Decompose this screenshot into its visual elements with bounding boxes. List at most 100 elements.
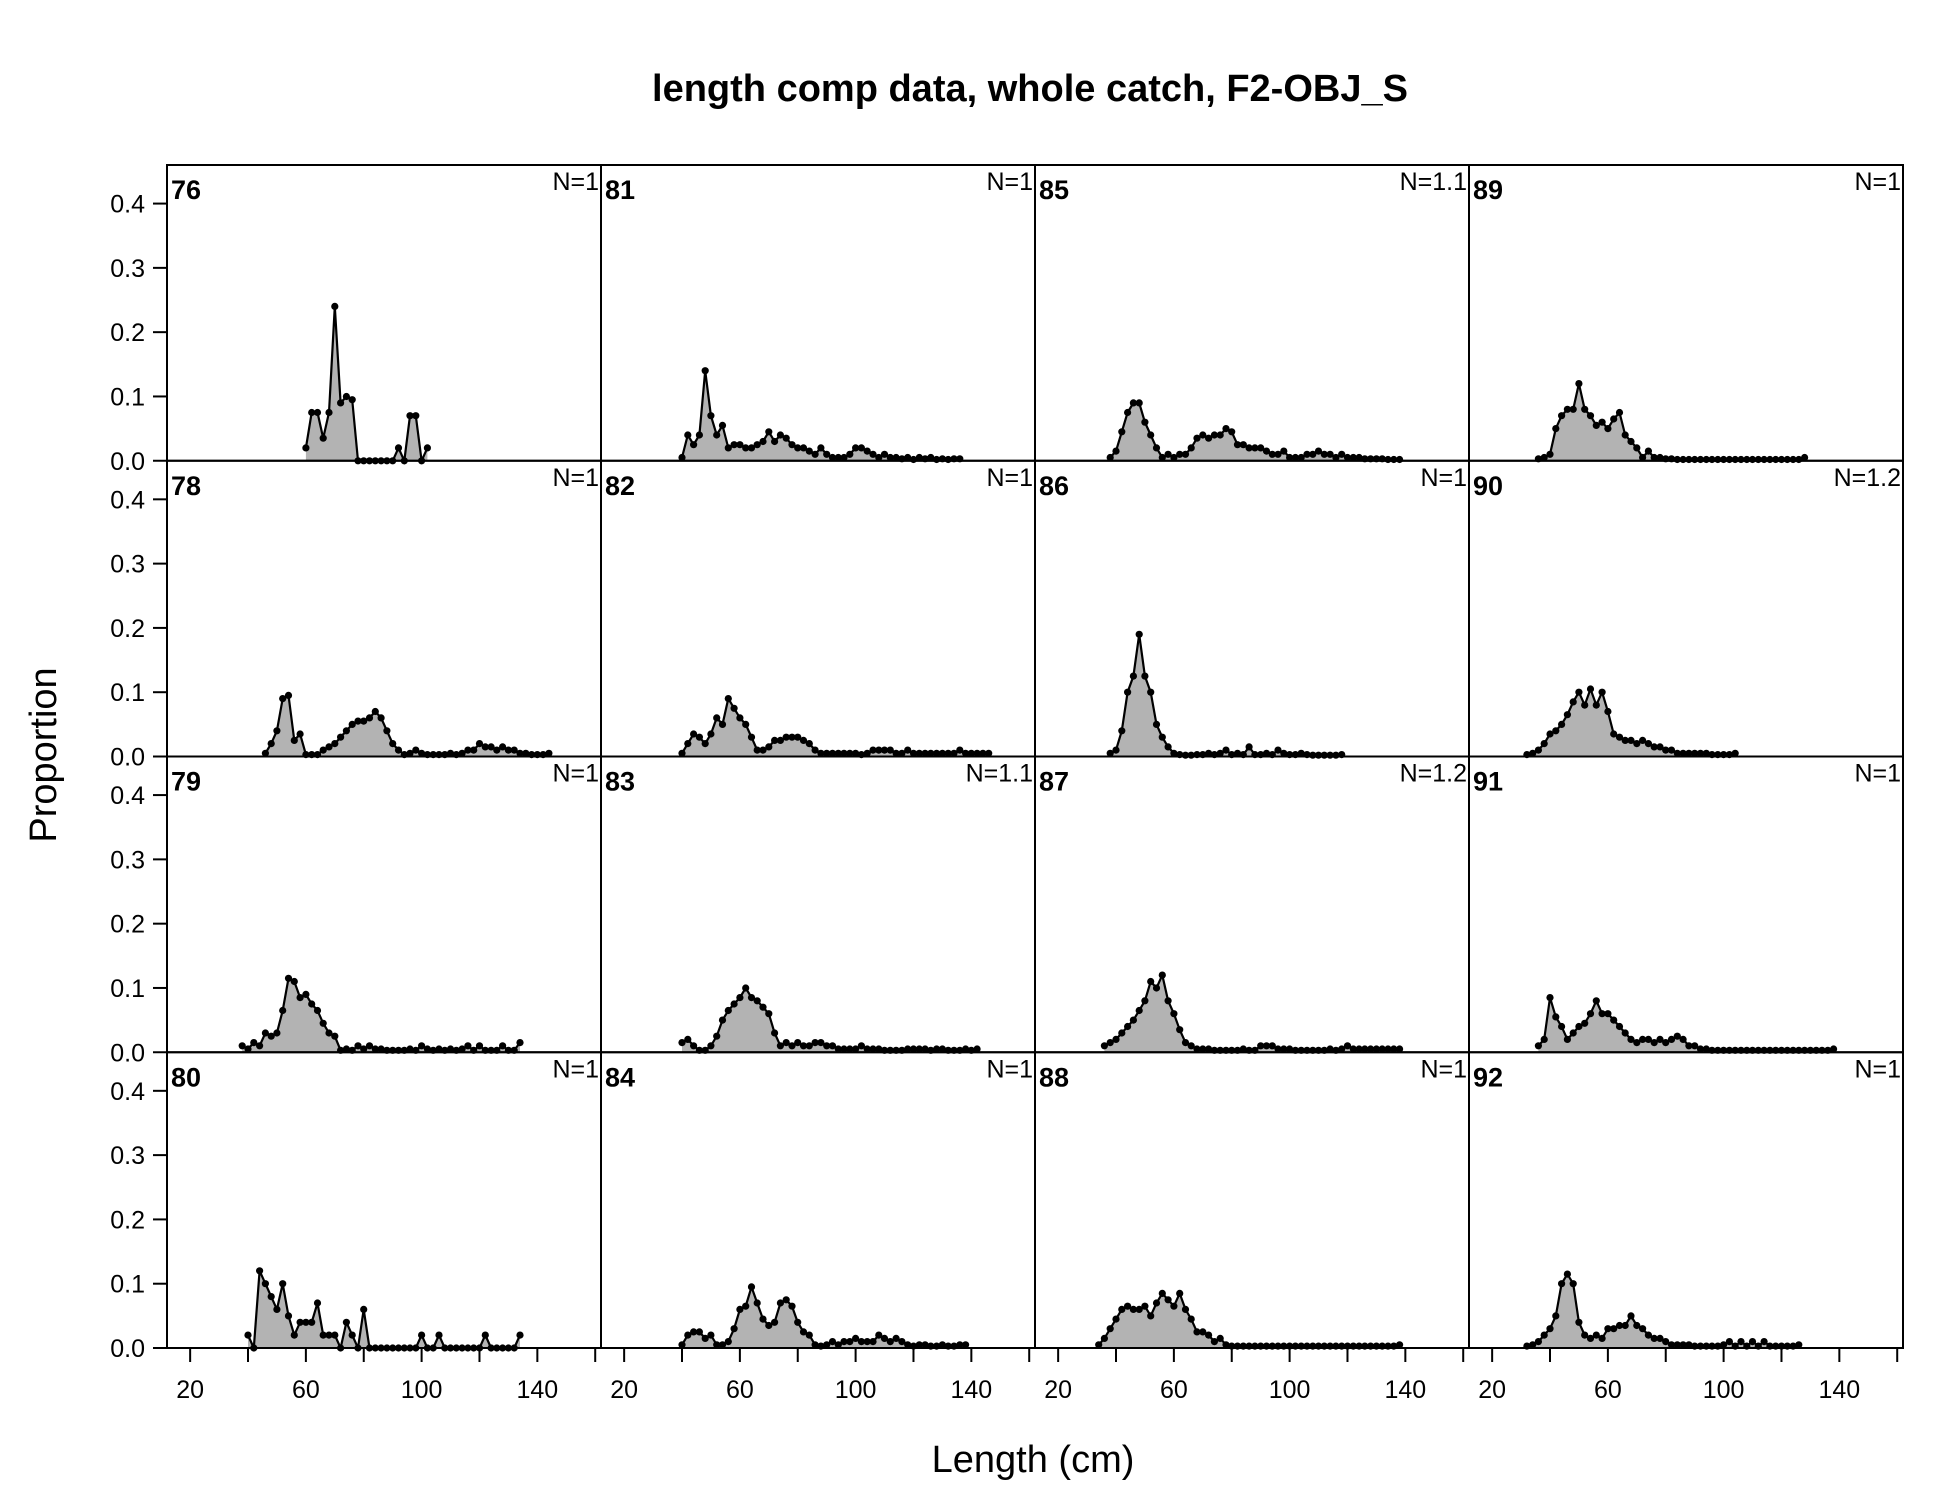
data-point bbox=[823, 1042, 831, 1050]
data-point bbox=[1685, 1042, 1693, 1050]
data-point bbox=[1604, 1010, 1612, 1018]
data-point bbox=[290, 736, 298, 745]
data-point bbox=[435, 1045, 443, 1053]
data-point bbox=[313, 1006, 322, 1015]
panel-year-label: 84 bbox=[605, 1062, 635, 1092]
data-point bbox=[1656, 743, 1664, 751]
data-point bbox=[794, 1039, 802, 1047]
data-point bbox=[753, 1299, 761, 1307]
data-point bbox=[1251, 444, 1259, 452]
data-point bbox=[811, 1341, 819, 1349]
data-point bbox=[1199, 431, 1207, 439]
data-point bbox=[701, 367, 709, 375]
data-point bbox=[840, 749, 848, 757]
data-point bbox=[886, 453, 894, 462]
data-point bbox=[690, 730, 698, 738]
x-tick-label: 100 bbox=[401, 1376, 443, 1404]
data-point bbox=[406, 1045, 414, 1053]
data-point bbox=[273, 727, 281, 735]
data-point bbox=[927, 453, 935, 462]
data-point bbox=[319, 434, 327, 442]
data-point bbox=[776, 736, 785, 745]
panel-n-label: N=1 bbox=[1854, 760, 1901, 788]
data-point bbox=[823, 1341, 831, 1349]
panel-83: 83 N=1.1 bbox=[600, 755, 1036, 1054]
y-tick-label: 0.4 bbox=[110, 486, 145, 514]
data-point bbox=[423, 1045, 431, 1053]
data-point bbox=[348, 396, 356, 404]
data-point bbox=[944, 749, 952, 757]
data-point bbox=[1644, 447, 1652, 455]
data-point bbox=[805, 1042, 813, 1050]
data-point bbox=[713, 714, 721, 722]
data-point bbox=[869, 1045, 877, 1053]
data-point bbox=[1309, 450, 1317, 458]
data-point bbox=[1569, 1280, 1577, 1288]
panel-year-label: 76 bbox=[171, 175, 201, 205]
panel-frame bbox=[166, 1051, 602, 1349]
panel-year-label: 88 bbox=[1039, 1062, 1069, 1092]
data-point bbox=[1610, 1325, 1618, 1333]
data-point bbox=[742, 444, 750, 452]
data-point bbox=[695, 733, 704, 741]
data-point bbox=[1604, 707, 1612, 716]
data-point bbox=[817, 749, 825, 757]
data-point bbox=[1529, 749, 1537, 757]
x-tick-label: 100 bbox=[835, 1376, 877, 1404]
data-point bbox=[828, 453, 837, 462]
data-point bbox=[499, 743, 507, 751]
data-point bbox=[1396, 1045, 1404, 1053]
data-point bbox=[707, 1331, 715, 1339]
data-point bbox=[1124, 1022, 1132, 1031]
data-point bbox=[1760, 1338, 1768, 1346]
data-point bbox=[1187, 1315, 1195, 1323]
panel-frame bbox=[1034, 459, 1470, 758]
series-line bbox=[264, 693, 550, 756]
data-point bbox=[516, 749, 524, 757]
data-point bbox=[1581, 701, 1589, 709]
data-point bbox=[1546, 994, 1554, 1002]
data-point bbox=[1639, 1325, 1647, 1333]
data-point bbox=[1222, 425, 1230, 433]
data-point bbox=[973, 1045, 981, 1053]
data-point bbox=[707, 1042, 715, 1050]
data-point bbox=[782, 434, 790, 442]
data-point bbox=[1679, 749, 1687, 757]
data-point bbox=[718, 720, 727, 729]
panel-89: 89 N=1 bbox=[1468, 164, 1904, 464]
data-point bbox=[1633, 1321, 1641, 1330]
data-point bbox=[892, 453, 900, 462]
data-point bbox=[794, 444, 802, 452]
data-point bbox=[1135, 399, 1143, 407]
data-point bbox=[1563, 405, 1571, 413]
data-point bbox=[1147, 431, 1155, 439]
data-point bbox=[1112, 746, 1120, 754]
data-point bbox=[1257, 444, 1265, 452]
data-point bbox=[458, 749, 466, 757]
data-point bbox=[256, 1267, 264, 1275]
data-point bbox=[1569, 698, 1577, 706]
data-point bbox=[1118, 727, 1126, 735]
y-tick-label: 0.3 bbox=[110, 551, 145, 579]
data-point bbox=[834, 749, 842, 757]
panel-n-label: N=1 bbox=[986, 464, 1033, 492]
data-point bbox=[371, 707, 379, 716]
data-point bbox=[1158, 733, 1166, 741]
panel-frame bbox=[600, 1051, 1036, 1349]
data-point bbox=[1152, 720, 1161, 729]
panel-frame bbox=[1034, 164, 1470, 462]
data-point bbox=[828, 1042, 837, 1050]
data-point bbox=[1164, 743, 1172, 751]
data-point bbox=[1748, 1338, 1757, 1346]
y-tick-label: 0.1 bbox=[110, 975, 145, 1003]
data-point bbox=[499, 1042, 507, 1050]
data-point bbox=[1268, 450, 1276, 458]
y-tick-label: 0.2 bbox=[110, 911, 145, 939]
data-point bbox=[406, 412, 414, 420]
y-tick-label: 0.1 bbox=[110, 679, 145, 707]
data-point bbox=[1702, 749, 1710, 757]
data-point bbox=[788, 1042, 796, 1050]
panel-n-label: N=1 bbox=[986, 1055, 1033, 1083]
data-point bbox=[1170, 453, 1178, 462]
data-point bbox=[1274, 450, 1282, 458]
